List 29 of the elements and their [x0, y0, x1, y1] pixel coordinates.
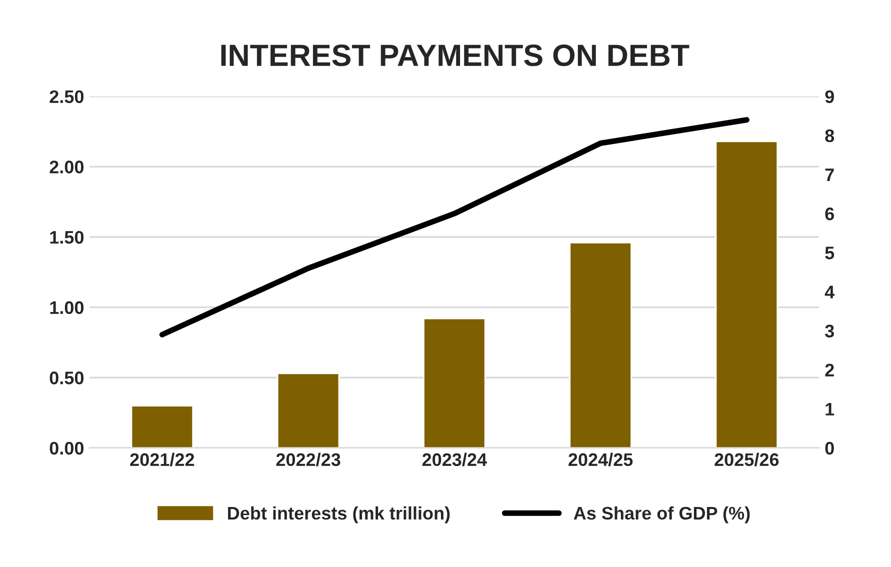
legend-label: As Share of GDP (%) — [574, 506, 750, 524]
x-tick-label: 2024/25 — [568, 452, 633, 466]
legend-label: Debt interests (mk trillion) — [228, 506, 450, 524]
bar — [569, 242, 632, 448]
y2-tick-label: 3 — [824, 324, 834, 338]
x-tick-label: 2021/22 — [130, 452, 194, 466]
y2-tick-label: 1 — [826, 402, 834, 416]
y2-tick-label: 9 — [825, 90, 834, 104]
y2-tick-label: 4 — [824, 286, 835, 298]
x-tick-label: 2025/26 — [714, 452, 779, 466]
y-tick-label: 0.50 — [50, 372, 84, 384]
y2-tick-label: 8 — [825, 129, 834, 142]
bar — [423, 318, 486, 448]
y2-tick-label: 5 — [825, 246, 834, 260]
y-tick-label: 2.00 — [50, 160, 84, 174]
y-tick-label: 1.00 — [50, 301, 84, 314]
y2-tick-label: 6 — [825, 208, 834, 220]
chart-title: INTEREST PAYMENTS ON DEBT — [221, 44, 690, 66]
x-tick-label: 2023/24 — [422, 452, 487, 466]
y-tick-label: 2.50 — [50, 90, 84, 104]
y2-tick-label: 0 — [825, 442, 834, 455]
x-tick-label: 2022/23 — [276, 452, 340, 466]
bar — [276, 372, 340, 448]
bar — [715, 140, 778, 448]
y-tick-label: 1.50 — [50, 230, 84, 244]
y2-tick-label: 2 — [825, 364, 834, 376]
y-tick-label: 0.00 — [50, 442, 84, 455]
y2-tick-label: 7 — [825, 168, 834, 182]
bar — [130, 405, 194, 448]
